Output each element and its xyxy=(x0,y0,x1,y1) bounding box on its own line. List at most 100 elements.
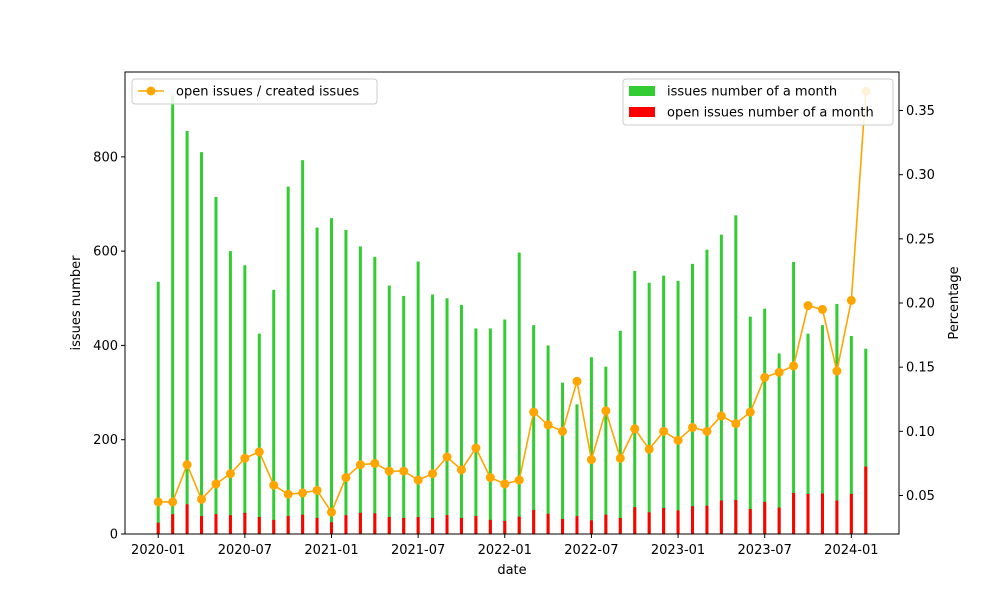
open-issues-bar-2023-09 xyxy=(792,492,796,534)
ratio-point-2022-11 xyxy=(644,444,654,454)
open-issues-bar-2020-09 xyxy=(272,519,276,534)
y2-axis-label: Percentage xyxy=(947,266,962,339)
open-issues-bar-2023-04 xyxy=(719,500,723,534)
open-issues-bar-2020-07 xyxy=(243,512,247,534)
legend-label: open issues / created issues xyxy=(176,85,359,100)
open-issues-bar-2020-12 xyxy=(315,517,319,534)
open-issues-bar-2022-05 xyxy=(561,518,565,534)
y-tick-label: 200 xyxy=(93,433,118,448)
issues-bar-2023-06 xyxy=(748,316,752,534)
issues-bar-2020-01 xyxy=(156,281,160,534)
legend-bar-swatch xyxy=(629,107,655,117)
open-issues-bar-2021-09 xyxy=(445,515,449,534)
ratio-line-layer xyxy=(153,86,871,517)
ratio-point-2021-09 xyxy=(442,452,452,462)
x-axis: 2020-01 2020-07 2021-01 2021-07 2022-01 2022-… xyxy=(131,534,879,558)
ratio-line xyxy=(158,91,867,514)
ratio-point-2021-08 xyxy=(428,469,438,479)
ratio-point-2020-03 xyxy=(182,460,192,470)
issues-bar-2021-02 xyxy=(344,229,348,534)
open-issues-bar-2022-02 xyxy=(517,516,521,534)
x-axis-label: date xyxy=(497,563,526,578)
legend-label: issues number of a month xyxy=(667,85,837,100)
open-issues-bar-2023-05 xyxy=(734,500,738,534)
open-issues-bar-2022-01 xyxy=(503,520,507,534)
ratio-point-2022-06 xyxy=(572,376,582,386)
legend-line-marker xyxy=(146,86,156,96)
ratio-point-2020-10 xyxy=(283,489,293,499)
ratio-point-2021-06 xyxy=(399,466,409,476)
open-issues-bar-2022-03 xyxy=(532,509,536,534)
open-issues-bar-2023-11 xyxy=(820,493,824,534)
open-issues-bar-2023-02 xyxy=(691,506,695,534)
ratio-point-2020-08 xyxy=(254,447,264,457)
open-issues-bar-2023-10 xyxy=(806,493,810,534)
open-issues-bar-2024-01 xyxy=(849,493,853,534)
ratio-point-2023-09 xyxy=(789,361,799,371)
issues-bar-2023-03 xyxy=(705,249,709,534)
issues-bar-2021-08 xyxy=(431,294,435,534)
issues-bar-2021-03 xyxy=(358,246,362,534)
x-tick-label: 2024-01 xyxy=(824,543,878,558)
open-issues-bar-2020-05 xyxy=(214,514,218,534)
ratio-point-2023-01 xyxy=(673,435,683,445)
ratio-point-2022-04 xyxy=(543,420,553,430)
ratio-point-2022-08 xyxy=(601,406,611,416)
ratio-point-2021-11 xyxy=(471,443,481,453)
open-issues-bar-2021-05 xyxy=(387,517,391,534)
open-issues-bar-2023-01 xyxy=(676,510,680,534)
ratio-point-2022-05 xyxy=(558,426,568,436)
open-issues-bar-2020-06 xyxy=(228,515,232,534)
open-issues-bar-2022-07 xyxy=(589,520,593,534)
ratio-point-2023-07 xyxy=(760,372,770,382)
ratio-point-2022-12 xyxy=(659,426,669,436)
open-issues-bar-2020-04 xyxy=(200,516,204,534)
issues-bar-2023-12 xyxy=(835,303,839,534)
open-issues-bar-2022-04 xyxy=(546,513,550,534)
ratio-point-2022-10 xyxy=(630,424,640,434)
issues-bar-2021-01 xyxy=(329,218,333,534)
y-tick-label: 600 xyxy=(93,245,118,260)
open-issues-bar-2021-06 xyxy=(402,517,406,534)
y2-tick-label: 0.20 xyxy=(906,297,935,312)
issues-bar-2022-09 xyxy=(618,330,622,534)
issues-bar-2022-06 xyxy=(575,404,579,534)
bars-layer xyxy=(156,95,868,535)
open-issues-bar-2021-02 xyxy=(344,515,348,534)
issues-bar-2020-11 xyxy=(301,160,305,534)
open-issues-bar-2023-08 xyxy=(777,507,781,534)
x-tick-label: 2023-01 xyxy=(651,543,705,558)
ratio-point-2023-10 xyxy=(803,301,813,311)
ratio-point-2021-03 xyxy=(355,460,365,470)
open-issues-bar-2023-03 xyxy=(705,505,709,534)
open-issues-bar-2022-08 xyxy=(604,514,608,534)
issues-bar-2021-10 xyxy=(459,304,463,534)
issues-bar-2021-05 xyxy=(387,285,391,534)
open-issues-bar-2020-01 xyxy=(156,522,160,534)
issues-bar-2022-07 xyxy=(589,357,593,534)
ratio-point-2021-10 xyxy=(456,465,466,475)
y-axis-label: issues number xyxy=(69,255,84,351)
open-issues-bar-2023-06 xyxy=(748,509,752,534)
ratio-point-2023-08 xyxy=(774,367,784,377)
issues-bar-2022-08 xyxy=(604,366,608,534)
ratio-point-2023-04 xyxy=(716,411,726,421)
open-issues-bar-2021-07 xyxy=(416,517,420,534)
legend-box xyxy=(131,78,378,105)
ratio-point-2023-12 xyxy=(832,366,842,376)
open-issues-bar-2020-02 xyxy=(171,514,175,534)
issues-bar-2020-12 xyxy=(315,227,319,535)
y-tick-label: 0 xyxy=(110,528,118,543)
open-issues-bar-2021-04 xyxy=(373,513,377,534)
y2-tick-label: 0.35 xyxy=(906,104,935,119)
issues-bar-2022-12 xyxy=(662,275,666,534)
y2-tick-label: 0.15 xyxy=(906,361,935,376)
ratio-point-2021-04 xyxy=(370,458,380,468)
y-axis-left: 0 200 400 600 800 xyxy=(93,150,125,543)
issues-bar-2021-06 xyxy=(402,295,406,534)
ratio-point-2022-01 xyxy=(500,479,510,489)
legend-bars: issues number of a month open issues numb… xyxy=(622,78,894,126)
ratio-point-2023-03 xyxy=(702,426,712,436)
x-tick-label: 2020-01 xyxy=(131,543,185,558)
